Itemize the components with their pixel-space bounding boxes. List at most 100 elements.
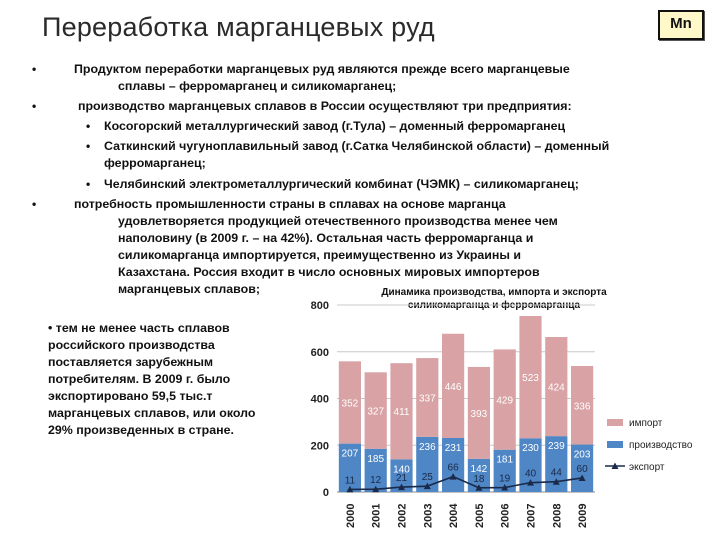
import-bar — [467, 366, 490, 459]
export-point — [475, 484, 483, 491]
bullet-4-line-2: российского производства — [48, 338, 215, 352]
import-value-label: 446 — [445, 382, 462, 393]
production-value-label: 236 — [419, 442, 436, 453]
production-bar — [519, 438, 542, 492]
legend-export-label: экспорт — [629, 462, 665, 473]
production-bar — [571, 444, 594, 492]
x-tick-label: 2008 — [551, 504, 563, 528]
manganese-badge: Mn — [658, 10, 704, 40]
export-point — [501, 484, 509, 491]
import-value-label: 523 — [522, 373, 539, 384]
import-value-label: 337 — [419, 393, 436, 404]
bullet-4-line-5: экспортировано 59,5 тыс.т — [48, 389, 213, 403]
import-value-label: 336 — [574, 401, 591, 412]
import-value-label: 424 — [548, 383, 565, 394]
import-value-label: 327 — [367, 407, 384, 418]
export-value-label: 44 — [551, 468, 563, 479]
x-tick-label: 2003 — [422, 504, 434, 528]
export-point — [449, 473, 457, 480]
sub-bullet-2-line-2: ферромарганец; — [104, 156, 206, 170]
bullet-icon: • — [32, 62, 37, 76]
import-bar — [519, 315, 542, 439]
export-value-label: 18 — [473, 474, 485, 485]
bullet-icon: • — [32, 99, 37, 113]
export-line — [349, 475, 583, 491]
production-bar — [338, 443, 361, 492]
import-bar — [442, 333, 465, 439]
export-point — [527, 479, 534, 486]
bullet-4-line-3: поставляется зарубежным — [48, 355, 214, 369]
export-point — [552, 478, 560, 485]
export-value-label: 19 — [499, 474, 511, 485]
y-tick-label: 400 — [311, 394, 329, 406]
export-point — [346, 485, 354, 493]
production-value-label: 142 — [471, 464, 488, 475]
import-value-label: 429 — [496, 396, 513, 407]
import-bar — [545, 337, 568, 437]
import-value-label: 393 — [471, 409, 488, 420]
export-point — [372, 485, 380, 493]
legend-import-label: импорт — [629, 418, 663, 429]
sub-bullet-icon: • — [86, 177, 91, 191]
export-value-label: 40 — [525, 469, 537, 480]
production-bar — [364, 448, 387, 492]
export-value-label: 21 — [396, 473, 408, 484]
y-tick-label: 200 — [311, 440, 329, 452]
production-value-label: 230 — [522, 443, 539, 454]
sub-bullet-3: Челябинский электрометаллургический комб… — [104, 177, 579, 191]
production-bar — [390, 459, 413, 492]
production-value-label: 239 — [548, 441, 565, 452]
bullet-4-line-6: марганцевых сплавов, или около — [48, 406, 256, 420]
production-bar — [545, 436, 568, 492]
sub-bullet-2-line-1: Саткинский чугуноплавильный завод (г.Сат… — [104, 139, 610, 153]
production-value-label: 207 — [342, 449, 359, 460]
import-value-label: 411 — [394, 407, 410, 418]
bullet-4-line-7: 29% произведенных в стране. — [48, 423, 234, 437]
production-value-label: 203 — [574, 450, 591, 461]
export-value-label: 12 — [370, 475, 382, 486]
legend-import-swatch — [607, 419, 623, 426]
import-bar — [390, 363, 413, 460]
bullet-2-line-1: производство марганцевых сплавов в Росси… — [78, 99, 572, 113]
bullet-1-line-2: сплавы – ферромарганец и силикомарганец; — [118, 79, 397, 93]
x-tick-label: 2009 — [577, 504, 589, 528]
bullet-icon: • — [32, 197, 37, 211]
import-bar — [493, 349, 516, 450]
x-tick-label: 2005 — [474, 504, 486, 528]
y-tick-label: 600 — [311, 347, 329, 359]
x-tick-label: 2002 — [397, 504, 409, 528]
bullet-4-line-4: потребителям. В 2009 г. было — [48, 372, 231, 386]
x-tick-label: 2007 — [526, 504, 538, 528]
bullet-4-line-1: • тем не менее часть сплавов — [48, 321, 230, 335]
export-value-label: 25 — [422, 472, 434, 483]
production-value-label: 140 — [393, 464, 410, 475]
production-value-label: 231 — [445, 443, 462, 454]
import-bar — [571, 366, 594, 445]
import-bar — [364, 372, 387, 449]
import-value-label: 352 — [342, 398, 359, 409]
import-bar — [416, 358, 439, 437]
export-value-label: 60 — [577, 464, 589, 475]
production-bar — [416, 436, 439, 492]
legend-export-marker — [611, 462, 619, 469]
bullet-3-line-6: марганцевых сплавов; — [118, 282, 260, 296]
bullet-3-line-1: потребность промышленности страны в спла… — [74, 197, 506, 211]
export-value-label: 11 — [345, 475, 356, 486]
bullet-3-line-4: силикомарганца импортируется, преимущест… — [118, 248, 522, 262]
export-point — [398, 483, 405, 491]
bullet-3-line-3: наполовину (в 2009 г. – на 42%). Остальн… — [118, 231, 534, 245]
bullet-3-line-5: Казахстана. Россия входит в число основн… — [118, 265, 540, 279]
x-tick-label: 2000 — [345, 504, 357, 528]
x-tick-label: 2006 — [500, 504, 512, 528]
production-bar — [493, 449, 516, 492]
export-point — [423, 482, 431, 490]
legend-production-label: производство — [629, 440, 693, 451]
sub-bullet-1: Косогорский металлургический завод (г.Ту… — [104, 119, 566, 133]
page-title: Переработка марганцевых руд — [42, 12, 435, 42]
import-bar — [338, 361, 361, 444]
chart-title-line-1: Динамика производства, импорта и экспорт… — [381, 287, 607, 298]
x-tick-label: 2001 — [371, 504, 383, 528]
sub-bullet-icon: • — [86, 119, 91, 133]
bullet-3-line-2: удовлетворяется продукцией отечественног… — [118, 214, 558, 228]
